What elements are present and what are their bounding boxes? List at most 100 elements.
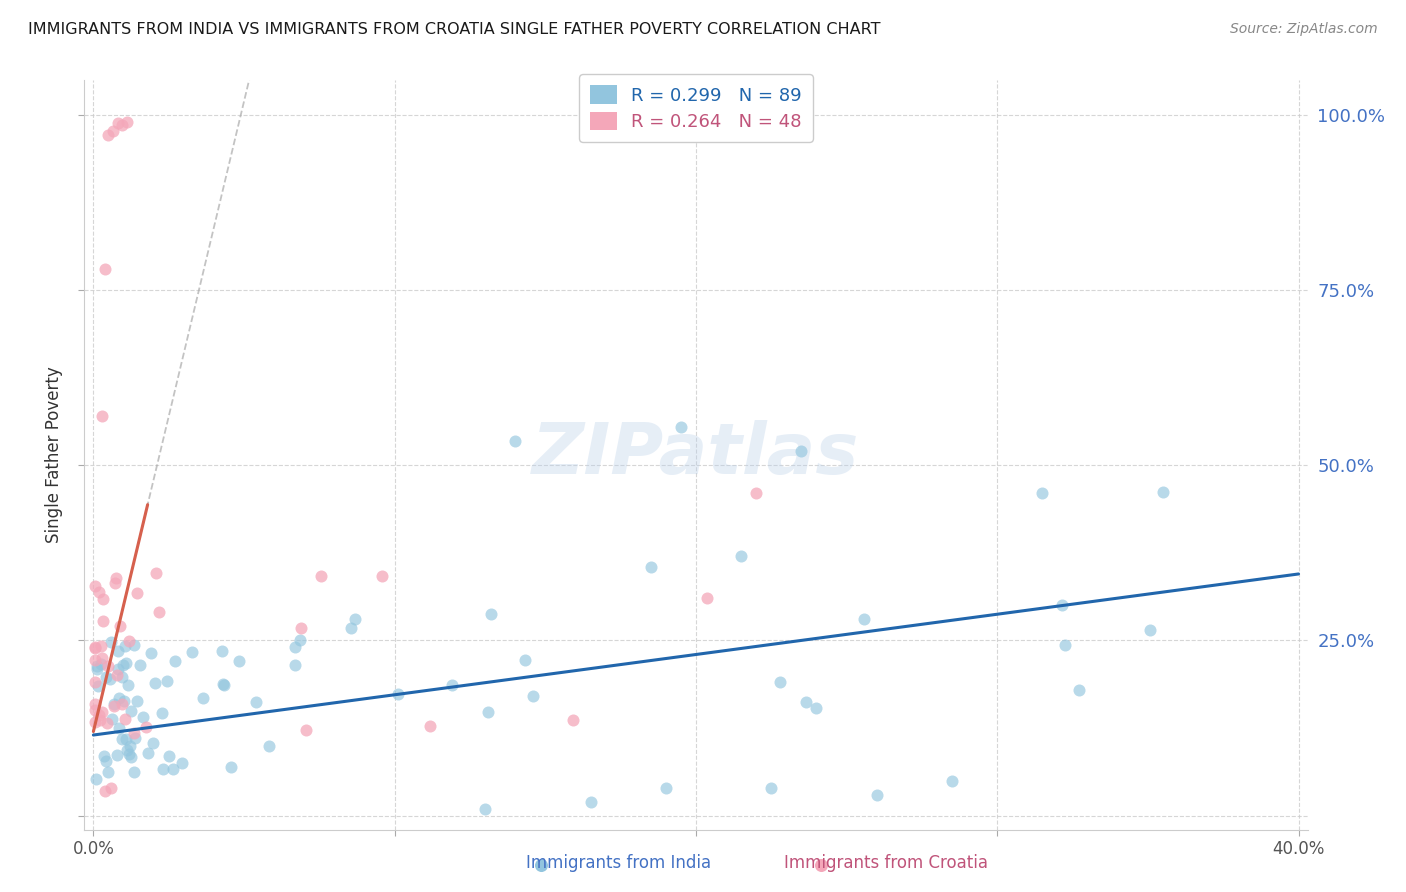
Text: ZIPatlas: ZIPatlas xyxy=(533,420,859,490)
Text: Immigrants from Croatia: Immigrants from Croatia xyxy=(783,855,988,872)
Point xyxy=(142,736,165,750)
Point xyxy=(479,607,502,622)
Point xyxy=(120,704,142,718)
Point xyxy=(90,657,112,671)
Point xyxy=(108,721,131,735)
Y-axis label: Single Father Poverty: Single Father Poverty xyxy=(45,367,63,543)
Text: IMMIGRANTS FROM INDIA VS IMMIGRANTS FROM CROATIA SINGLE FATHER POVERTY CORRELATI: IMMIGRANTS FROM INDIA VS IMMIGRANTS FROM… xyxy=(28,22,880,37)
Point xyxy=(579,795,602,809)
Text: Source: ZipAtlas.com: Source: ZipAtlas.com xyxy=(1230,22,1378,37)
Point xyxy=(96,670,118,684)
Point xyxy=(387,687,409,701)
Point xyxy=(790,444,813,458)
Point xyxy=(107,115,129,129)
Point xyxy=(100,635,122,649)
Point xyxy=(211,644,233,658)
Point xyxy=(941,773,963,788)
Point xyxy=(1053,639,1076,653)
Point xyxy=(115,743,138,757)
Point xyxy=(84,579,107,593)
Point xyxy=(152,762,174,776)
Point xyxy=(170,756,193,771)
Point xyxy=(290,632,312,647)
Point xyxy=(114,712,136,726)
Point xyxy=(84,641,107,656)
Point xyxy=(150,706,173,720)
Point xyxy=(118,634,141,648)
Point xyxy=(730,549,752,564)
Point xyxy=(107,644,129,658)
Point xyxy=(84,697,107,711)
Point xyxy=(284,640,307,654)
Point xyxy=(98,672,121,686)
Point xyxy=(89,707,111,722)
Point xyxy=(91,591,114,606)
Point xyxy=(228,654,250,668)
Point xyxy=(191,690,214,705)
Point xyxy=(120,749,142,764)
Point xyxy=(769,674,792,689)
Point xyxy=(245,694,267,708)
Point xyxy=(515,653,537,667)
Point xyxy=(148,606,170,620)
Point xyxy=(257,739,280,754)
Point xyxy=(309,569,332,583)
Point xyxy=(141,646,163,660)
Point xyxy=(1050,599,1073,613)
Point xyxy=(115,732,138,747)
Point xyxy=(794,694,817,708)
Point xyxy=(105,747,128,762)
Point xyxy=(1067,683,1090,698)
Point xyxy=(761,780,783,795)
Point xyxy=(97,128,120,142)
Point xyxy=(84,653,107,667)
Point xyxy=(295,723,318,737)
Point xyxy=(212,678,235,692)
Point xyxy=(111,697,134,711)
Point xyxy=(522,689,544,703)
Point xyxy=(117,678,139,692)
Point xyxy=(90,639,112,653)
Point xyxy=(669,420,692,434)
Point xyxy=(866,788,889,802)
Point xyxy=(157,749,180,764)
Point xyxy=(84,703,107,717)
Point xyxy=(115,656,138,670)
Point xyxy=(86,679,108,693)
Point xyxy=(125,586,148,600)
Point xyxy=(104,571,127,585)
Point xyxy=(114,640,136,654)
Point xyxy=(117,747,139,761)
Point xyxy=(477,706,499,720)
Point xyxy=(91,705,114,719)
Point xyxy=(128,657,150,672)
Point xyxy=(94,262,117,277)
Point xyxy=(181,645,204,659)
Point xyxy=(107,690,129,705)
Point xyxy=(696,591,718,605)
Point xyxy=(290,621,312,635)
Point xyxy=(122,765,145,780)
Text: Immigrants from India: Immigrants from India xyxy=(526,855,711,872)
Point xyxy=(143,676,166,690)
Point xyxy=(810,858,832,872)
Point xyxy=(156,673,179,688)
Point xyxy=(561,714,583,728)
Point xyxy=(371,569,394,583)
Point xyxy=(97,659,120,673)
Point xyxy=(103,698,125,713)
Point xyxy=(1139,623,1161,637)
Point xyxy=(110,619,132,633)
Point xyxy=(419,719,441,733)
Point xyxy=(107,667,129,681)
Legend: R = 0.299   N = 89, R = 0.264   N = 48: R = 0.299 N = 89, R = 0.264 N = 48 xyxy=(579,74,813,142)
Point xyxy=(101,123,124,137)
Point xyxy=(530,858,553,872)
Point xyxy=(165,654,187,668)
Point xyxy=(219,760,242,774)
Point xyxy=(655,780,678,795)
Point xyxy=(91,614,114,628)
Point xyxy=(111,670,134,684)
Point xyxy=(132,710,155,724)
Point xyxy=(90,651,112,665)
